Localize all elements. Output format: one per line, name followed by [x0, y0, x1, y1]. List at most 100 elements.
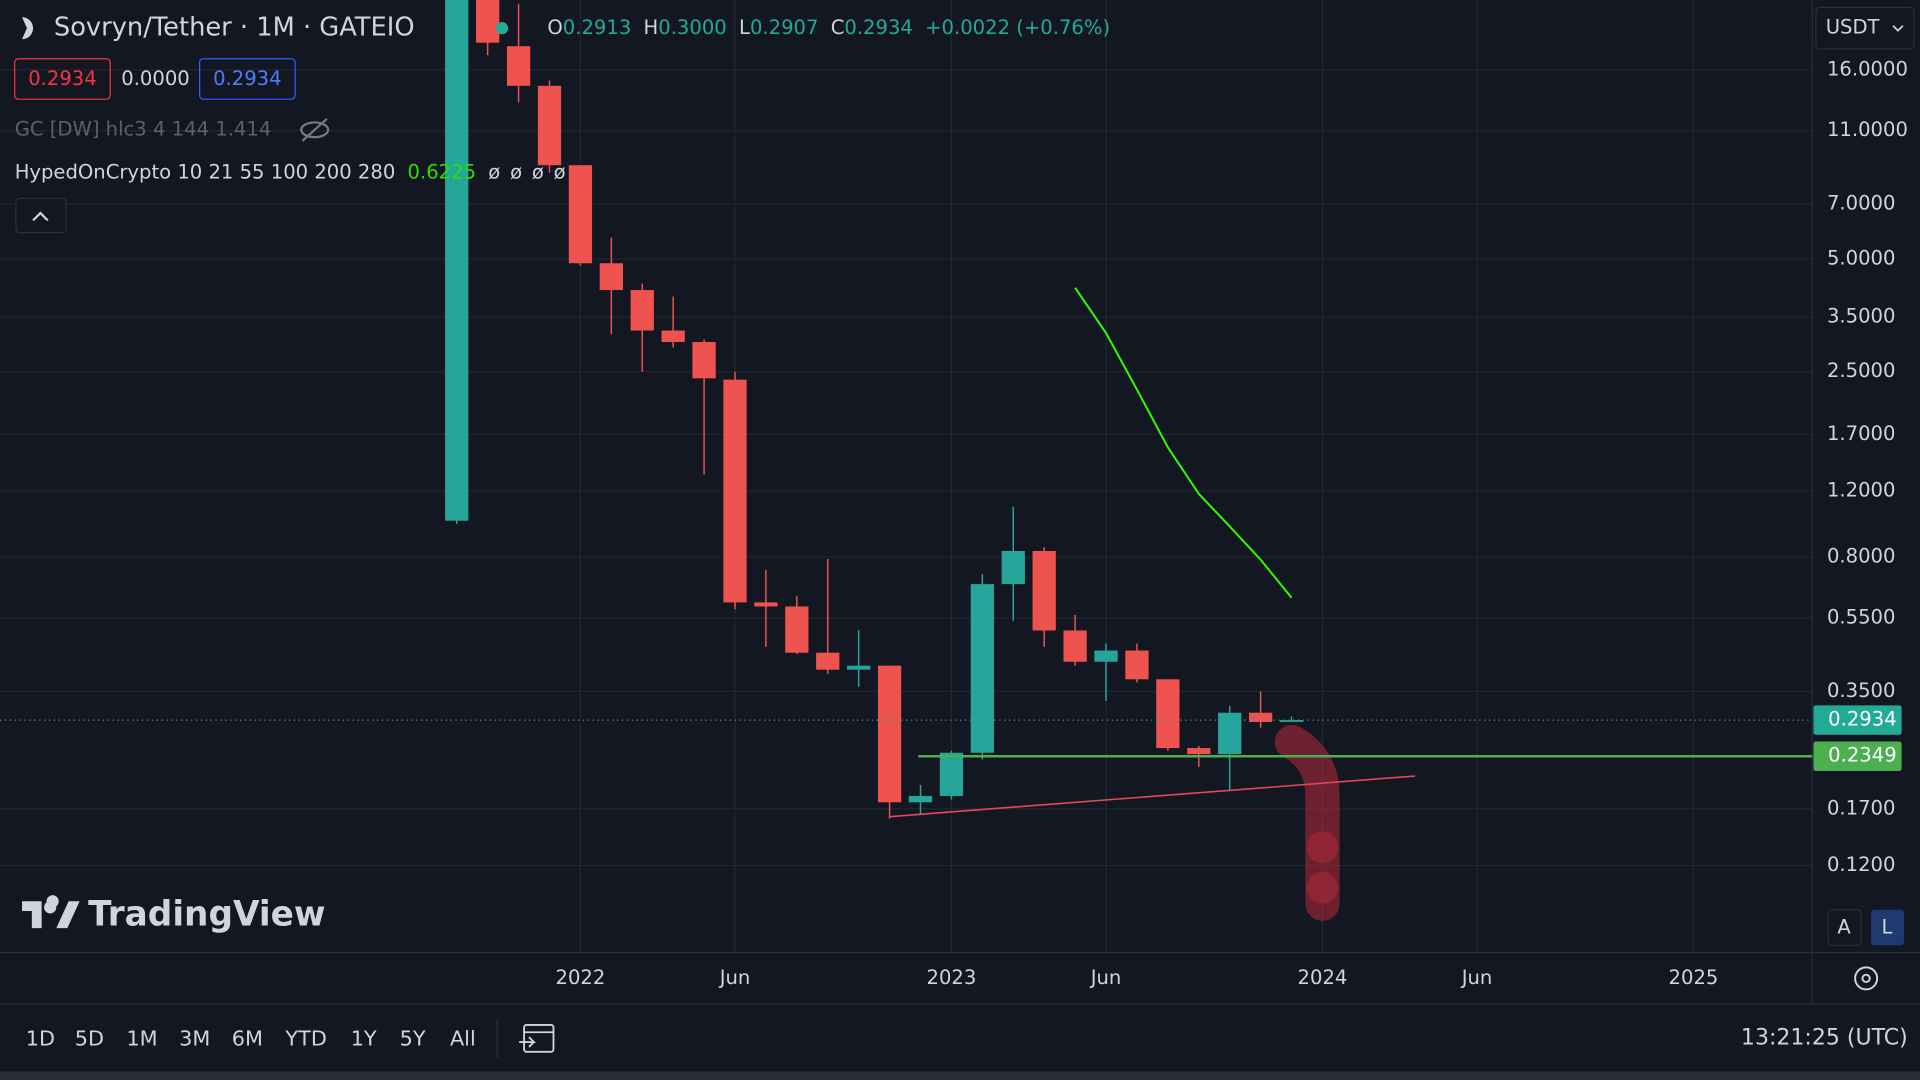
candle-body	[568, 165, 593, 264]
price-label-bg	[1813, 741, 1902, 771]
range-button[interactable]: 1Y	[351, 1027, 377, 1051]
auto-scale-button[interactable]	[1827, 909, 1862, 946]
ohlc-label: L	[739, 16, 750, 39]
trendline	[889, 775, 1416, 818]
candle-body	[1094, 650, 1118, 662]
y-tick-label: 2.5000	[1827, 359, 1896, 382]
price-label: 0.2934	[1828, 708, 1897, 731]
range-button[interactable]: 1D	[26, 1027, 55, 1051]
candle-body	[445, 0, 469, 521]
candle-body	[630, 290, 654, 331]
ohlc-label: H	[644, 16, 659, 39]
ohlc-value: 0.2913	[563, 16, 632, 39]
y-tick-label: 1.2000	[1827, 479, 1896, 502]
price-box[interactable]	[14, 58, 111, 100]
x-tick-label: 2025	[1669, 966, 1719, 989]
indicator-empty: ø	[488, 160, 500, 183]
price-label: 0.2349	[1828, 744, 1897, 767]
y-tick-label: 5.0000	[1827, 246, 1896, 269]
bid-price: 0.2934	[28, 67, 97, 90]
currency: USDT	[1826, 16, 1881, 39]
indicator-line	[1074, 287, 1293, 599]
candle-body	[599, 263, 623, 291]
ohlc-change: +0.0022 (+0.76%)	[925, 16, 1110, 39]
collapse-icon	[32, 211, 49, 222]
price-label-bg	[1813, 705, 1902, 735]
candle-body	[692, 342, 716, 379]
ohlc-legend: O0.2913 H0.3000 L0.2907 C0.2934 +0.0022 (+0.…	[547, 16, 1110, 39]
dropdown-arrow	[1892, 25, 1904, 32]
ohlc-value: 0.2934	[844, 16, 913, 39]
candle-body	[877, 665, 902, 803]
clock: 13:21:25 (UTC)	[1741, 1025, 1908, 1050]
x-tick-label: Jun	[1089, 966, 1122, 989]
x-tick-label: 2023	[927, 966, 977, 989]
candle-body	[1279, 720, 1304, 722]
candle-body	[537, 85, 562, 166]
x-tick-label: 2022	[555, 966, 605, 989]
projection-dot	[1306, 871, 1339, 904]
watermark-logo	[22, 895, 80, 929]
price-box[interactable]	[198, 58, 296, 100]
y-tick-label: 0.1700	[1827, 796, 1896, 819]
y-tick-label: 1.7000	[1827, 422, 1896, 445]
range-button[interactable]: 6M	[232, 1027, 263, 1051]
range-button[interactable]: 3M	[179, 1027, 210, 1051]
x-tick-label: 2024	[1298, 966, 1348, 989]
plot-area	[445, 0, 1416, 921]
candle-body	[506, 46, 531, 86]
indicator-name[interactable]: GC [DW] hlc3 4 144 1.414	[15, 117, 272, 140]
bottom-strip	[0, 1071, 1920, 1080]
axes: 16.0000 11.0000 7.0000 5.0000 3.5000 2.5000 1.…	[0, 57, 1908, 989]
hidden-eye-icon[interactable]	[300, 117, 330, 142]
y-tick-label: 11.0000	[1827, 118, 1908, 141]
candle-body	[1063, 630, 1087, 662]
currency-dropdown[interactable]	[1815, 6, 1915, 50]
symbol-title[interactable]: Sovryn/Tether · 1M · GATEIO	[54, 13, 415, 43]
bottom-toolbar: 1D 5D 1M 3M 6M YTD 1Y 5Y All	[26, 1027, 476, 1051]
log-scale: L	[1881, 916, 1892, 939]
candle-body	[970, 584, 994, 753]
x-tick-label: Jun	[1460, 966, 1493, 989]
candle-body	[754, 602, 778, 607]
ohlc-label: O	[547, 16, 562, 39]
symbol-icon	[22, 17, 34, 40]
range-button[interactable]: 5Y	[400, 1027, 426, 1051]
status-dot	[495, 22, 509, 35]
candle-body	[1218, 712, 1242, 755]
ask-price: 0.2934	[213, 67, 282, 90]
ohlc-label: C	[831, 16, 845, 39]
candle-body	[939, 752, 964, 796]
goto-date-icon[interactable]	[519, 1023, 555, 1053]
log-scale-button[interactable]	[1871, 909, 1905, 946]
projection-drawing	[1274, 724, 1340, 921]
indicator-empty: ø	[532, 160, 544, 183]
candle-body	[1125, 650, 1149, 680]
indicator-value: 0.6225	[408, 160, 477, 183]
range-button[interactable]: 5D	[75, 1027, 104, 1051]
candle-body	[476, 0, 500, 43]
range-button[interactable]: 1M	[126, 1027, 157, 1051]
indicator-empty: ø	[554, 160, 566, 183]
collapse-button[interactable]	[15, 197, 67, 234]
candle-body	[1001, 550, 1025, 585]
settings-gear[interactable]	[1854, 966, 1879, 991]
candle-body	[661, 330, 685, 343]
y-tick-label: 7.0000	[1827, 192, 1896, 215]
candle-body	[1248, 712, 1273, 722]
ohlc-value: 0.2907	[750, 16, 819, 39]
range-button[interactable]: YTD	[284, 1027, 326, 1051]
indicator-legend[interactable]: HypedOnCrypto 10 21 55 100 200 280 0.6225…	[15, 160, 566, 183]
candle-body	[1156, 679, 1180, 749]
candle-body	[908, 795, 933, 803]
candle-body	[847, 665, 871, 670]
candle-body	[723, 379, 747, 603]
watermark: TradingView	[88, 894, 325, 934]
spread: 0.0000	[121, 67, 190, 90]
range-button[interactable]: All	[450, 1027, 476, 1051]
candle-body	[1187, 748, 1211, 755]
y-tick-label: 0.8000	[1827, 544, 1896, 567]
